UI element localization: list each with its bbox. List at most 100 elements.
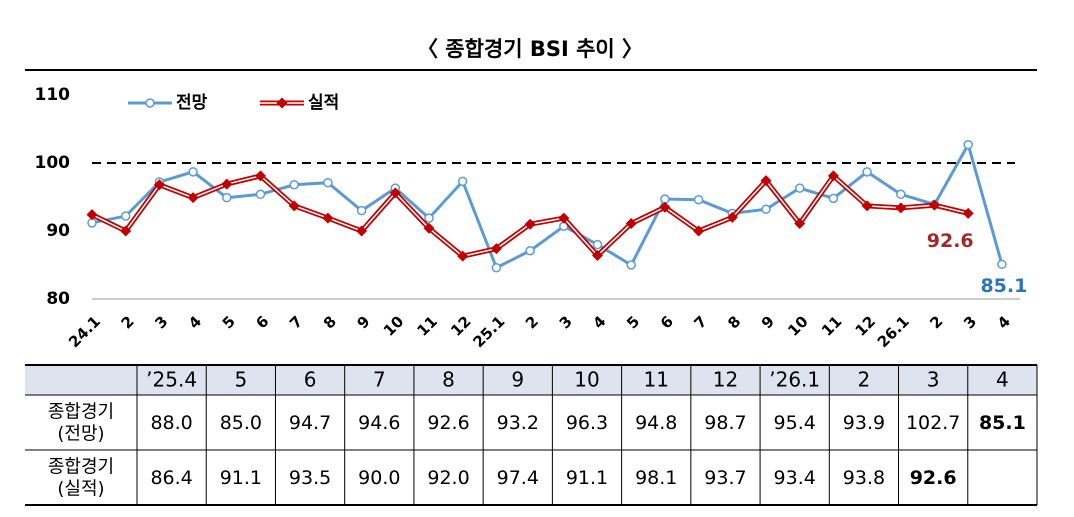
x-tick-label: 3 (960, 312, 980, 332)
point (659, 201, 671, 213)
point (827, 170, 839, 182)
point (962, 207, 974, 219)
table-cell: 91.1 (220, 467, 262, 489)
point (289, 180, 299, 190)
y-tick-label: 110 (35, 85, 71, 105)
point (896, 189, 906, 200)
x-tick-label: 2 (522, 312, 542, 332)
table-header-bg (25, 365, 1037, 395)
legend-label: 실적 (308, 93, 339, 113)
table-header: ’26.1 (769, 368, 820, 392)
y-tick-label: 80 (46, 289, 70, 309)
point (323, 177, 333, 188)
series-line (91, 140, 1004, 270)
point (625, 218, 637, 230)
point (356, 205, 367, 216)
point (693, 194, 704, 205)
x-tick-label: 10 (380, 312, 407, 339)
table-cell: 92.6 (910, 467, 957, 489)
point (153, 179, 165, 191)
point (794, 183, 805, 193)
point (457, 250, 469, 262)
row-label: 종합경기 (48, 402, 114, 423)
point (558, 212, 570, 224)
table-cell: 85.1 (979, 412, 1026, 434)
x-tick-label: 2 (926, 312, 946, 332)
x-tick-label: 7 (286, 312, 306, 332)
x-tick-label: 4 (589, 312, 609, 332)
x-tick-label: 6 (252, 312, 272, 332)
point (761, 204, 771, 214)
point (760, 175, 772, 187)
point (187, 192, 199, 204)
x-tick-label: 3 (151, 312, 171, 332)
table-cell: 90.0 (358, 467, 400, 489)
point (592, 239, 603, 250)
table-header: 10 (574, 368, 599, 392)
table-cell: 97.4 (497, 467, 539, 489)
row-label: 종합경기 (48, 457, 114, 478)
legend-label: 전망 (176, 93, 208, 113)
table-header: 11 (644, 368, 669, 392)
table-header: 9 (511, 368, 524, 392)
point (491, 262, 502, 273)
table-cell: 92.0 (427, 467, 469, 489)
point (288, 200, 300, 212)
point (862, 167, 872, 177)
row-label: (실적) (57, 479, 104, 500)
point (222, 192, 232, 203)
x-tick-label: 12 (852, 312, 879, 339)
table-cell: 93.9 (843, 412, 885, 434)
x-tick-label: 4 (185, 312, 205, 332)
data-label: 85.1 (980, 275, 1027, 297)
point (255, 170, 266, 182)
table-cell: 85.0 (220, 412, 262, 434)
table-header: 12 (713, 368, 738, 392)
x-tick-label: 2 (118, 312, 138, 332)
x-tick-label: 11 (414, 312, 441, 339)
point (221, 178, 233, 190)
point (626, 260, 636, 270)
point (963, 139, 973, 150)
x-tick-label: 9 (758, 312, 778, 332)
chart-title: 〈 종합경기 BSI 추이 〉 (417, 37, 643, 61)
legend-marker (276, 97, 288, 109)
table-header: 3 (927, 368, 940, 392)
table-cell: 93.5 (289, 467, 331, 489)
point (693, 225, 705, 237)
x-tick-label: 12 (447, 312, 474, 339)
point (525, 245, 535, 256)
legend-marker (145, 98, 155, 108)
table-cell: 94.8 (635, 412, 677, 434)
point (524, 218, 536, 230)
series-line (90, 172, 969, 260)
point (861, 200, 873, 212)
point (322, 212, 334, 224)
point (255, 189, 266, 200)
table-cell: 98.7 (704, 412, 746, 434)
x-tick-label: 3 (556, 312, 576, 332)
point (389, 187, 401, 199)
point (794, 218, 806, 230)
table-header: ’25.4 (146, 368, 197, 392)
x-tick-label: 8 (320, 312, 340, 332)
x-tick-label: 7 (691, 312, 711, 332)
table-cell: 93.8 (843, 467, 885, 489)
table-cell: 94.7 (289, 412, 331, 434)
table-cell: 86.4 (150, 467, 192, 489)
table-cell: 93.4 (774, 467, 816, 489)
table-cell: 94.6 (358, 412, 400, 434)
point (997, 259, 1007, 270)
table-cell: 91.1 (566, 467, 608, 489)
table-cell: 98.1 (635, 467, 677, 489)
point (120, 225, 132, 237)
table-header: 6 (304, 368, 317, 392)
point (120, 211, 131, 221)
point (188, 167, 198, 177)
table-cell: 96.3 (566, 412, 608, 434)
point (895, 202, 907, 214)
x-tick-label: 10 (784, 312, 811, 339)
data-label: 92.6 (927, 230, 974, 252)
x-tick-label: 6 (657, 312, 677, 332)
x-tick-label: 5 (219, 312, 239, 332)
